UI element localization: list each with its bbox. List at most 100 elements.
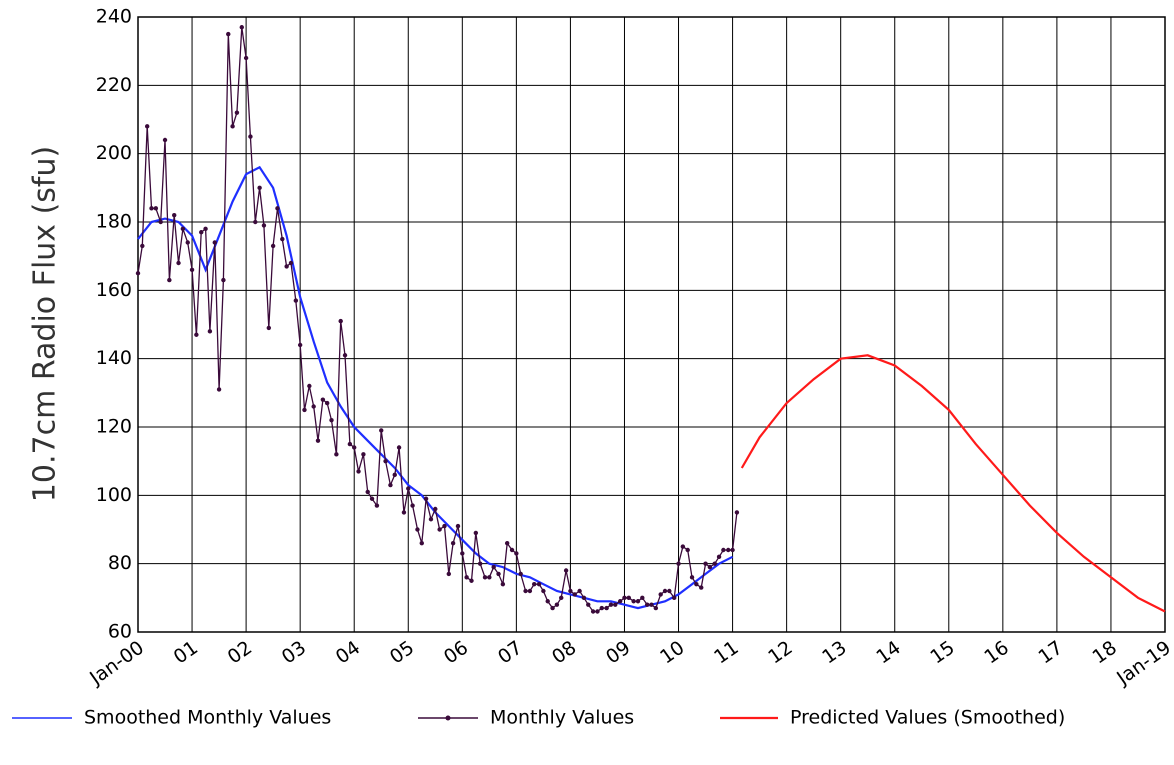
point-marker: [320, 397, 326, 402]
legend-marker: [445, 715, 451, 721]
point-marker: [212, 240, 217, 245]
point-marker: [369, 496, 375, 501]
y-tick-label: 80: [108, 552, 132, 574]
x-tick-label: 13: [818, 637, 850, 669]
point-marker: [307, 383, 312, 389]
point-marker: [500, 581, 506, 587]
point-marker: [207, 329, 213, 334]
point-marker: [640, 595, 645, 601]
point-marker: [672, 595, 677, 601]
point-marker: [703, 561, 708, 566]
x-tick-label: 09: [602, 637, 634, 669]
point-marker: [590, 609, 596, 614]
point-marker: [527, 588, 533, 594]
point-marker: [644, 602, 650, 607]
point-marker: [545, 599, 550, 604]
point-marker: [649, 602, 654, 607]
point-marker: [374, 503, 380, 508]
point-marker: [446, 571, 452, 577]
y-tick-label: 140: [96, 347, 132, 369]
point-marker: [450, 540, 456, 546]
x-tick-label: Jan-00: [85, 637, 148, 690]
x-tick-label: 18: [1089, 637, 1121, 669]
point-marker: [559, 595, 564, 601]
point-marker: [379, 428, 384, 433]
point-marker: [608, 602, 614, 607]
y-tick-label: 120: [96, 416, 132, 438]
point-marker: [554, 602, 560, 607]
point-marker: [572, 592, 577, 597]
point-marker: [253, 219, 258, 225]
point-marker: [437, 527, 442, 532]
point-marker: [356, 469, 361, 474]
x-tick-label: 07: [494, 637, 526, 669]
y-tick-label: 160: [96, 279, 132, 301]
point-marker: [680, 544, 686, 549]
point-marker: [423, 496, 429, 501]
point-marker: [491, 564, 496, 570]
point-marker: [297, 342, 303, 348]
point-marker: [667, 588, 672, 594]
point-marker: [653, 605, 659, 611]
point-marker: [716, 554, 722, 560]
point-marker: [199, 230, 204, 235]
point-marker: [324, 400, 330, 406]
point-marker: [153, 206, 159, 211]
point-marker: [248, 134, 253, 139]
point-marker: [707, 564, 713, 570]
point-marker: [662, 588, 668, 594]
point-marker: [613, 602, 618, 607]
y-tick-label: 100: [96, 484, 132, 506]
y-tick-label: 220: [96, 74, 132, 96]
point-marker: [180, 226, 186, 232]
point-marker: [523, 588, 528, 594]
point-marker: [239, 25, 244, 30]
point-marker: [388, 482, 393, 488]
point-marker: [482, 575, 488, 580]
point-marker: [550, 605, 555, 611]
point-marker: [365, 489, 370, 495]
y-tick-label: 200: [96, 142, 132, 164]
x-tick-label: 15: [926, 637, 958, 669]
point-marker: [631, 599, 636, 604]
point-marker: [694, 581, 699, 587]
point-marker: [347, 441, 353, 447]
point-marker: [406, 486, 411, 491]
legend-label: Smoothed Monthly Values: [84, 707, 331, 729]
point-marker: [595, 609, 600, 614]
point-marker: [361, 452, 366, 457]
point-marker: [726, 547, 731, 553]
series-line: [137, 27, 738, 613]
point-marker: [469, 578, 474, 583]
point-marker: [383, 458, 388, 464]
point-marker: [689, 575, 695, 580]
x-tick-label: 16: [980, 637, 1012, 669]
point-marker: [266, 325, 272, 331]
point-marker: [415, 527, 420, 532]
point-marker: [509, 547, 515, 553]
point-marker: [577, 588, 582, 594]
point-marker: [455, 523, 461, 529]
point-marker: [230, 124, 235, 129]
point-marker: [172, 212, 177, 218]
point-marker: [464, 575, 469, 580]
point-marker: [135, 271, 141, 276]
point-marker: [293, 298, 299, 303]
point-marker: [284, 264, 289, 269]
y-tick-label: 240: [96, 6, 132, 28]
point-marker: [599, 605, 604, 611]
point-marker: [496, 571, 501, 577]
legend-label: Monthly Values: [490, 707, 634, 729]
point-marker: [275, 206, 280, 211]
point-marker: [194, 332, 199, 337]
point-marker: [216, 387, 222, 392]
point-marker: [410, 503, 415, 508]
point-marker: [311, 404, 316, 409]
x-tick-label: 01: [170, 637, 202, 669]
point-marker: [518, 571, 523, 577]
series-line: [740, 354, 1166, 613]
point-marker: [176, 260, 181, 266]
point-marker: [189, 267, 195, 273]
point-marker: [622, 595, 627, 601]
